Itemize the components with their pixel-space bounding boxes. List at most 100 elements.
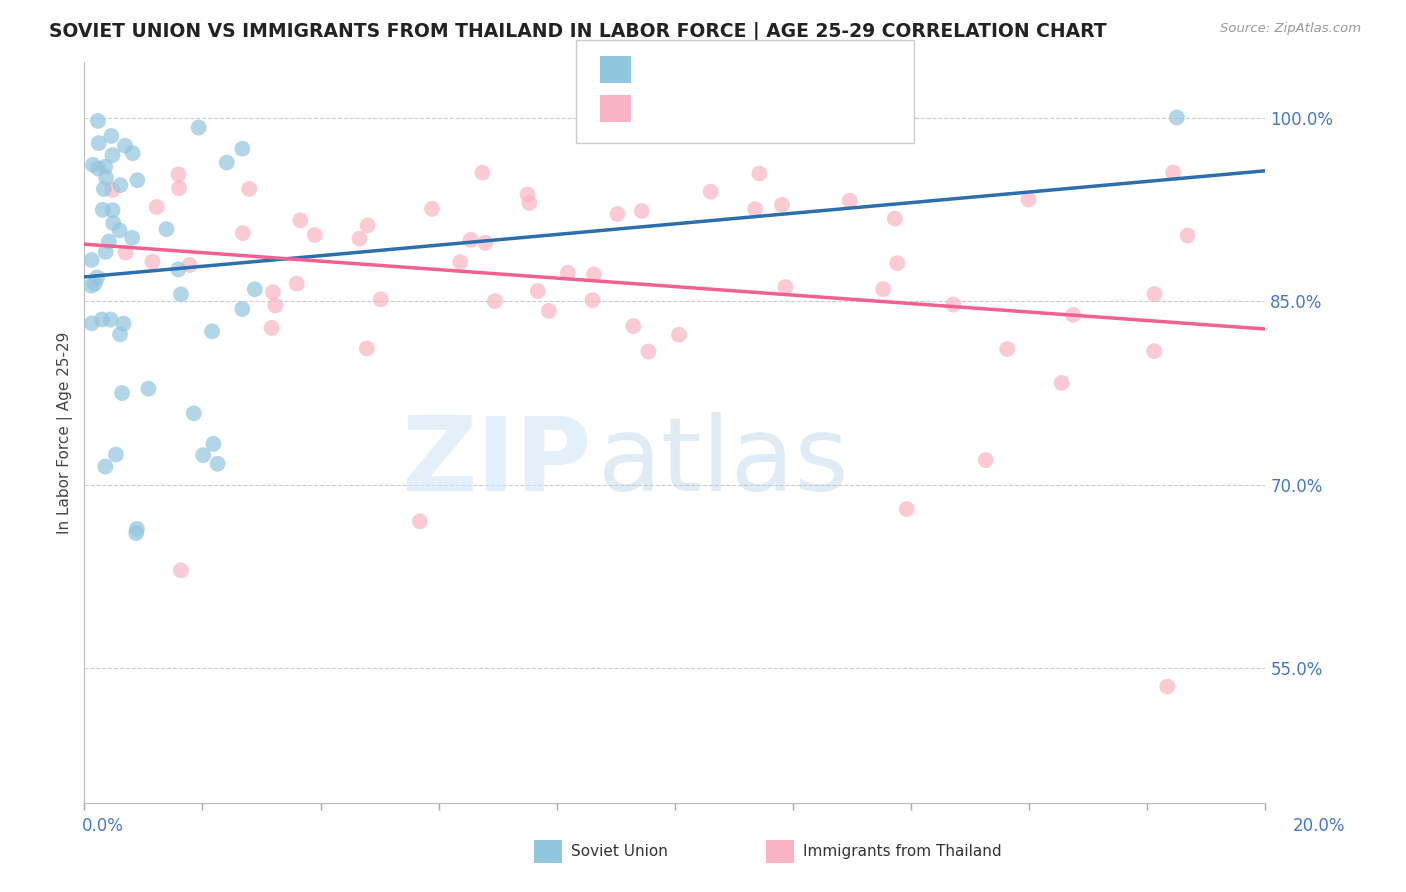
Text: Immigrants from Thailand: Immigrants from Thailand [803, 845, 1001, 859]
Text: 20.0%: 20.0% [1292, 817, 1346, 835]
Point [97, 235, 120, 249]
Point [243, 282, 266, 296]
Point [104, 448, 127, 462]
Point [1177, 228, 1199, 243]
Point [167, 262, 190, 277]
Text: SOVIET UNION VS IMMIGRANTS FROM THAILAND IN LABOR FORCE | AGE 25-29 CORRELATION : SOVIET UNION VS IMMIGRANTS FROM THAILAND… [49, 22, 1107, 42]
Point [101, 148, 124, 162]
Text: R =: R = [643, 60, 685, 79]
Point [304, 227, 326, 242]
Point [1156, 680, 1178, 694]
Point [201, 324, 224, 338]
Point [1017, 192, 1039, 206]
Point [110, 178, 132, 193]
Point [101, 203, 124, 218]
Point [474, 235, 496, 250]
Text: 0.219: 0.219 [685, 99, 747, 119]
Point [191, 448, 214, 462]
Point [82, 158, 104, 172]
Point [262, 285, 284, 300]
Point [449, 255, 471, 269]
Point [80, 316, 103, 330]
Point [91, 202, 114, 217]
Point [460, 233, 482, 247]
Point [1143, 287, 1166, 301]
Point [100, 312, 122, 326]
Y-axis label: In Labor Force | Age 25-29: In Labor Force | Age 25-29 [58, 332, 73, 533]
Point [87, 136, 110, 150]
Point [995, 342, 1018, 356]
Point [80, 278, 103, 293]
Point [748, 167, 770, 181]
Point [87, 161, 110, 176]
Point [83, 277, 105, 291]
Point [114, 138, 136, 153]
Text: R =: R = [643, 99, 692, 119]
Point [138, 382, 160, 396]
Point [103, 216, 125, 230]
Text: ZIP: ZIP [402, 412, 592, 513]
Point [94, 170, 117, 185]
Point [409, 514, 432, 528]
Point [93, 182, 115, 196]
Point [108, 223, 131, 237]
Point [775, 280, 797, 294]
Text: 0.0%: 0.0% [82, 817, 124, 835]
Point [1062, 308, 1084, 322]
Text: Soviet Union: Soviet Union [571, 845, 668, 859]
Point [264, 299, 287, 313]
Point [86, 270, 108, 285]
Point [557, 266, 579, 280]
Point [183, 406, 205, 420]
Point [356, 219, 378, 233]
Point [883, 211, 905, 226]
Point [238, 182, 260, 196]
Point [516, 187, 538, 202]
Point [1050, 376, 1073, 390]
Point [838, 194, 860, 208]
Point [484, 294, 506, 309]
Point [90, 312, 112, 326]
Text: atlas: atlas [598, 412, 849, 513]
Point [668, 327, 690, 342]
Point [231, 142, 253, 156]
Point [886, 256, 908, 270]
Point [125, 526, 148, 541]
Point [872, 282, 894, 296]
Point [1161, 165, 1184, 179]
Point [125, 522, 148, 536]
Point [202, 437, 225, 451]
Point [101, 183, 124, 197]
Point [471, 166, 494, 180]
Point [517, 196, 540, 211]
Point [94, 160, 117, 174]
Point [582, 268, 605, 282]
Point [526, 284, 548, 298]
Point [621, 319, 644, 334]
Point [187, 120, 209, 135]
Point [80, 252, 103, 267]
Point [179, 258, 201, 272]
Point [581, 293, 603, 307]
Point [112, 317, 135, 331]
Point [260, 321, 283, 335]
Point [699, 185, 721, 199]
Point [420, 202, 443, 216]
Point [108, 327, 131, 342]
Point [170, 563, 193, 577]
Point [170, 287, 193, 301]
Point [127, 173, 149, 187]
Point [974, 453, 997, 467]
Point [744, 202, 766, 216]
Point [94, 244, 117, 259]
Point [215, 155, 238, 169]
Text: Source: ZipAtlas.com: Source: ZipAtlas.com [1220, 22, 1361, 36]
Text: 0.509: 0.509 [685, 60, 747, 79]
Point [637, 344, 659, 359]
Text: N = 49: N = 49 [748, 60, 821, 79]
Point [370, 293, 392, 307]
Point [1166, 111, 1188, 125]
Point [356, 342, 378, 356]
Text: N = 60: N = 60 [748, 99, 821, 119]
Point [167, 168, 190, 182]
